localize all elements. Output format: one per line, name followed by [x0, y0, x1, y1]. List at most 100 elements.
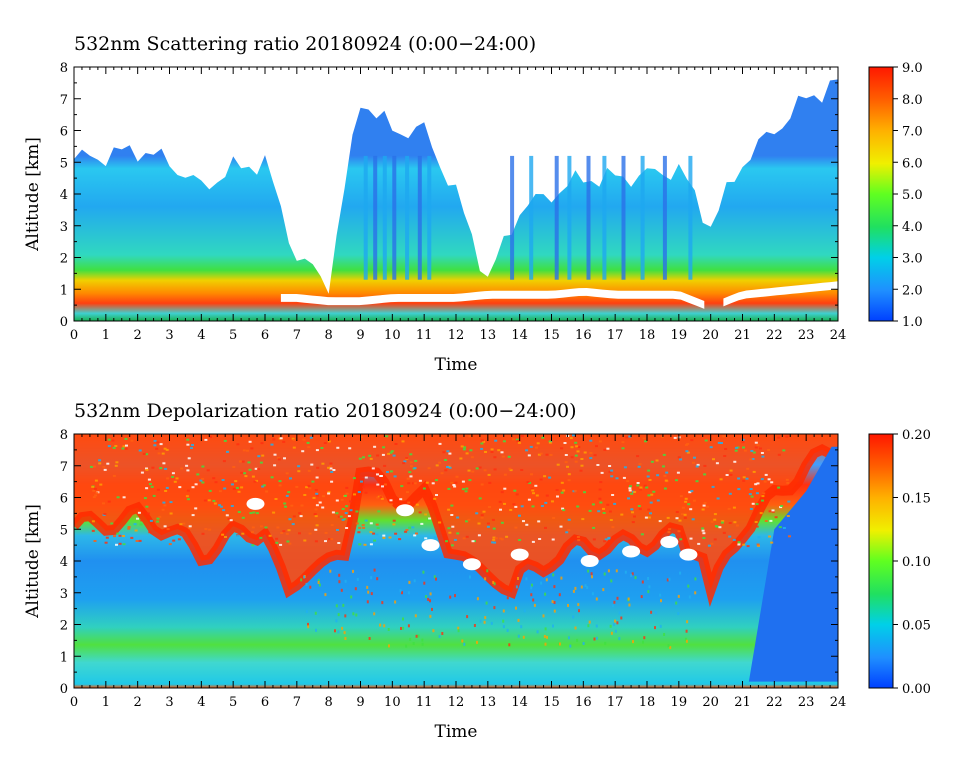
- texture-speckle: [710, 542, 714, 545]
- texture-speckle: [297, 465, 301, 468]
- texture-speckle: [357, 491, 361, 493]
- texture-speckle: [422, 570, 425, 574]
- texture-speckle: [696, 463, 700, 466]
- texture-speckle: [450, 544, 454, 547]
- texture-speckle: [92, 465, 96, 468]
- texture-speckle: [164, 490, 168, 492]
- texture-speckle: [666, 578, 669, 582]
- texture-speckle: [656, 499, 660, 502]
- texture-speckle: [623, 466, 627, 469]
- texture-speckle: [435, 494, 438, 496]
- texture-speckle: [576, 450, 580, 453]
- texture-speckle: [369, 531, 373, 534]
- texture-speckle: [91, 485, 95, 488]
- texture-speckle: [401, 591, 403, 595]
- texture-speckle: [375, 523, 379, 526]
- x-tick-label: 24: [830, 328, 847, 343]
- texture-patch: [622, 545, 641, 558]
- texture-speckle: [498, 500, 502, 503]
- x-tick-label: 17: [607, 695, 624, 710]
- texture-speckle: [383, 624, 386, 628]
- texture-speckle: [246, 449, 249, 452]
- texture-speckle: [590, 572, 593, 576]
- x-tick-label: 15: [543, 328, 560, 343]
- texture-speckle: [482, 440, 486, 443]
- texture-speckle: [461, 480, 465, 483]
- x-tick-label: 0: [70, 328, 78, 343]
- texture-speckle: [272, 438, 276, 441]
- texture-speckle: [737, 541, 741, 544]
- texture-speckle: [277, 458, 281, 461]
- texture-speckle: [500, 521, 504, 524]
- texture-speckle: [636, 455, 640, 458]
- texture-speckle: [354, 517, 358, 520]
- texture-speckle: [632, 640, 634, 644]
- texture-speckle: [373, 445, 377, 448]
- texture-speckle: [310, 463, 314, 466]
- x-tick-label: 1: [102, 695, 110, 710]
- texture-speckle: [402, 617, 404, 621]
- texture-speckle: [692, 499, 696, 502]
- texture-speckle: [684, 500, 688, 503]
- texture-speckle: [156, 441, 160, 444]
- texture-speckle: [569, 644, 572, 648]
- texture-speckle: [138, 449, 142, 452]
- texture-speckle: [555, 489, 559, 491]
- texture-speckle: [89, 465, 93, 468]
- texture-speckle: [367, 590, 370, 594]
- texture-speckle: [207, 499, 211, 502]
- texture-speckle: [194, 507, 198, 510]
- texture-speckle: [701, 529, 705, 532]
- texture-speckle: [604, 641, 607, 645]
- texture-speckle: [259, 536, 263, 539]
- texture-speckle: [466, 615, 469, 619]
- texture-speckle: [465, 535, 469, 538]
- texture-speckle: [701, 527, 705, 530]
- texture-speckle: [403, 460, 407, 463]
- texture-speckle: [761, 499, 764, 502]
- texture-speckle: [441, 632, 444, 635]
- texture-speckle: [343, 631, 346, 635]
- texture-speckle: [759, 447, 762, 450]
- x-tick-label: 10: [384, 328, 401, 343]
- texture-speckle: [551, 500, 554, 503]
- texture-speckle: [324, 531, 328, 534]
- texture-speckle: [551, 600, 554, 604]
- texture-speckle: [188, 525, 192, 528]
- texture-speckle: [252, 511, 256, 514]
- y-tick-label: 8: [60, 61, 68, 76]
- texture-speckle: [530, 586, 533, 590]
- texture-speckle: [649, 512, 652, 515]
- texture-speckle: [107, 500, 111, 503]
- texture-speckle: [341, 518, 345, 521]
- texture-patch: [246, 497, 265, 510]
- texture-speckle: [620, 616, 623, 620]
- texture-speckle: [562, 489, 566, 492]
- texture-speckle: [562, 509, 566, 512]
- texture-speckle: [777, 486, 781, 489]
- texture-speckle: [283, 502, 287, 505]
- texture-speckle: [503, 487, 507, 490]
- texture-speckle: [283, 457, 286, 460]
- texture-speckle: [438, 521, 442, 524]
- texture-speckle: [345, 527, 349, 529]
- texture-speckle: [343, 518, 347, 521]
- texture-speckle: [191, 444, 194, 446]
- texture-speckle: [300, 504, 304, 507]
- texture-speckle: [535, 446, 538, 449]
- texture-speckle: [754, 446, 758, 449]
- texture-speckle: [448, 452, 452, 455]
- texture-speckle: [493, 456, 497, 459]
- texture-speckle: [685, 629, 688, 633]
- texture-speckle: [480, 439, 484, 442]
- texture-speckle: [785, 478, 789, 481]
- texture-speckle: [407, 482, 411, 485]
- texture-speckle: [425, 595, 428, 599]
- texture-speckle: [240, 486, 244, 489]
- texture-speckle: [168, 543, 172, 546]
- texture-speckle: [251, 544, 255, 547]
- texture-patch: [660, 536, 679, 548]
- texture-speckle: [480, 516, 484, 519]
- texture-speckle: [455, 475, 459, 478]
- texture-speckle: [435, 577, 437, 581]
